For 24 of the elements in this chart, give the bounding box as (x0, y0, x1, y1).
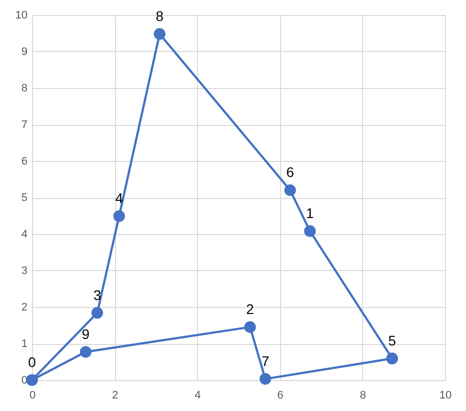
y-tick-label: 2 (21, 302, 28, 314)
annotation: 8 (156, 8, 164, 24)
y-tick-label: 5 (21, 192, 28, 204)
annotation: 3 (93, 286, 102, 303)
y-tick-label: 8 (21, 82, 28, 94)
annotation: 5 (388, 332, 396, 348)
annotation: 2 (246, 301, 254, 318)
y-tick-label: 10 (15, 10, 28, 22)
x-tick-label: 2 (112, 390, 118, 402)
y-tick-label: 9 (21, 46, 28, 58)
annotation: 7 (261, 352, 270, 369)
y-tick-label: 3 (21, 265, 28, 277)
x-tick-label: 8 (360, 390, 366, 402)
x-tick-label: 0 (29, 390, 36, 402)
annotation: 6 (286, 164, 294, 180)
y-tick-label: 1 (21, 338, 28, 350)
y-tick-label: 4 (21, 228, 28, 240)
annotation: 1 (306, 205, 314, 222)
y-tick-label: 6 (21, 156, 28, 168)
x-tick-label: 4 (194, 390, 201, 402)
y-tick-label: 7 (21, 119, 28, 131)
annotation: 9 (82, 326, 90, 342)
x-tick-label: 6 (277, 390, 284, 402)
x-tick-label: 10 (439, 390, 452, 402)
